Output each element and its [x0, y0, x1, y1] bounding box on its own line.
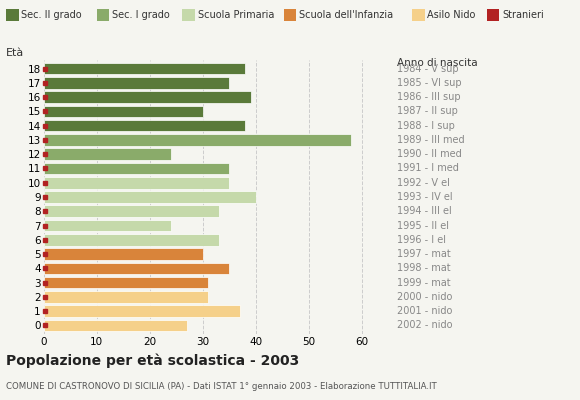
Text: 1996 - I el: 1996 - I el [397, 235, 446, 245]
Bar [44, 191, 256, 203]
Bar [44, 320, 187, 331]
Bar [44, 106, 203, 117]
Text: 2000 - nido: 2000 - nido [397, 292, 452, 302]
Bar [44, 262, 229, 274]
Text: 1989 - III med: 1989 - III med [397, 135, 465, 145]
Text: 2001 - nido: 2001 - nido [397, 306, 452, 316]
Text: Popolazione per età scolastica - 2003: Popolazione per età scolastica - 2003 [6, 354, 299, 368]
Text: 1997 - mat: 1997 - mat [397, 249, 451, 259]
Text: 1990 - II med: 1990 - II med [397, 149, 462, 159]
Bar [44, 63, 245, 74]
Text: 1984 - V sup: 1984 - V sup [397, 64, 459, 74]
Text: 1986 - III sup: 1986 - III sup [397, 92, 461, 102]
Bar [44, 134, 351, 146]
Bar [44, 277, 208, 288]
Text: Età: Età [6, 48, 24, 58]
Text: 1987 - II sup: 1987 - II sup [397, 106, 458, 116]
Bar [44, 163, 229, 174]
Text: Anno di nascita: Anno di nascita [397, 58, 478, 68]
Text: Sec. I grado: Sec. I grado [113, 10, 170, 20]
Text: 1985 - VI sup: 1985 - VI sup [397, 78, 462, 88]
Bar [44, 234, 219, 246]
Bar [44, 148, 171, 160]
Text: Scuola Primaria: Scuola Primaria [198, 10, 274, 20]
Text: 1999 - mat: 1999 - mat [397, 278, 451, 288]
Text: 1998 - mat: 1998 - mat [397, 263, 451, 273]
Text: Scuola dell'Infanzia: Scuola dell'Infanzia [299, 10, 393, 20]
Bar [44, 77, 229, 89]
Bar [44, 248, 203, 260]
Text: COMUNE DI CASTRONOVO DI SICILIA (PA) - Dati ISTAT 1° gennaio 2003 - Elaborazione: COMUNE DI CASTRONOVO DI SICILIA (PA) - D… [6, 382, 437, 391]
Text: Stranieri: Stranieri [502, 10, 544, 20]
Bar [44, 91, 251, 103]
Bar [44, 120, 245, 132]
Text: 1991 - I med: 1991 - I med [397, 164, 459, 174]
Text: 1988 - I sup: 1988 - I sup [397, 121, 455, 131]
Text: 2002 - nido: 2002 - nido [397, 320, 453, 330]
Text: 1994 - III el: 1994 - III el [397, 206, 452, 216]
Text: 1995 - II el: 1995 - II el [397, 220, 450, 230]
Bar [44, 220, 171, 231]
Text: Sec. II grado: Sec. II grado [21, 10, 82, 20]
Text: 1992 - V el: 1992 - V el [397, 178, 450, 188]
Bar [44, 291, 208, 303]
Text: 1993 - IV el: 1993 - IV el [397, 192, 453, 202]
Bar [44, 305, 240, 317]
Bar [44, 177, 229, 188]
Text: Asilo Nido: Asilo Nido [427, 10, 476, 20]
Bar [44, 206, 219, 217]
